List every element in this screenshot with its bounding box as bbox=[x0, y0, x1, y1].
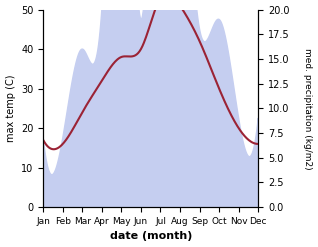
Y-axis label: med. precipitation (kg/m2): med. precipitation (kg/m2) bbox=[303, 48, 313, 169]
Y-axis label: max temp (C): max temp (C) bbox=[5, 75, 16, 142]
X-axis label: date (month): date (month) bbox=[109, 231, 192, 242]
